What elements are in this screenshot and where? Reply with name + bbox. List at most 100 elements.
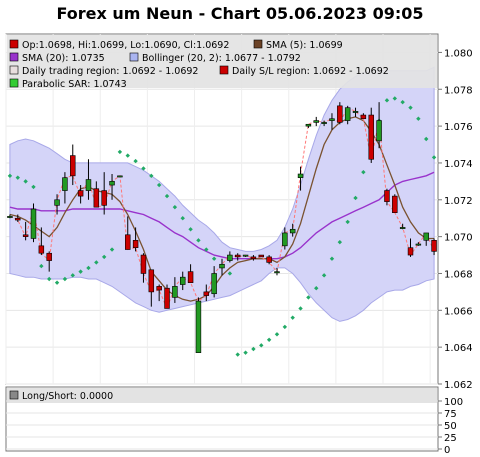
candle-bear (70, 155, 76, 177)
candle-bear (337, 105, 343, 123)
psar-point (361, 169, 366, 175)
legend-swatch (129, 52, 139, 62)
psar-point (337, 239, 343, 245)
psar-point (94, 260, 99, 265)
psar-point (392, 96, 397, 101)
legend-swatch (9, 390, 19, 400)
candle-bull (305, 123, 312, 127)
candles (7, 102, 437, 353)
bollinger-band-area (9, 66, 435, 322)
indicator-tick-label: 0 (444, 445, 450, 456)
candle-bear (368, 114, 374, 160)
candle-bear (234, 254, 241, 258)
psar-point (321, 273, 327, 278)
psar-point (109, 247, 115, 252)
candle-bull (211, 273, 217, 295)
psar-point (78, 269, 83, 274)
psar-point (133, 158, 138, 164)
psar-point (149, 173, 154, 179)
psar-point (7, 173, 13, 179)
psar-point (431, 155, 437, 160)
legend-swatch (9, 52, 19, 62)
candle-bull (313, 120, 319, 123)
candle-bear (156, 286, 162, 291)
legend-swatch (253, 39, 263, 49)
candle-bull (195, 300, 202, 353)
indicator-legend-background (7, 388, 437, 403)
psar-point (172, 204, 178, 210)
candle-bear (203, 291, 210, 296)
candle-bear (392, 195, 398, 213)
psar-point (47, 276, 52, 282)
psar-point (62, 276, 68, 282)
legend-swatch (9, 65, 19, 75)
psar-point (101, 254, 107, 260)
psar-point (141, 166, 146, 171)
candle-bear (15, 217, 21, 221)
indicator-legend: Long/Short: 0.0000 (7, 388, 437, 403)
psar-point (408, 105, 413, 110)
candle-bull (54, 199, 60, 206)
candle-bear (164, 287, 170, 309)
candle-bull (289, 228, 296, 234)
psar-point (243, 350, 248, 355)
candle-bull (219, 263, 225, 269)
candle-bull (242, 254, 249, 257)
candle-bull (399, 227, 406, 229)
y-tick-label: 1.066 (444, 306, 473, 317)
legend-label: SMA (20): 1.0735 (22, 53, 105, 64)
indicator-tick-label: 50 (444, 421, 457, 432)
y-tick-label: 1.076 (444, 122, 473, 133)
candle-bear (148, 269, 155, 293)
psar-point (353, 195, 358, 201)
price-legend: Op:1.0698, Hi:1.0699, Lo:1.0690, Cl:1.06… (7, 35, 437, 90)
candle-bear (93, 188, 100, 208)
psar-point (227, 271, 233, 276)
legend-label: Daily S/L region: 1.0692 - 1.0692 (232, 66, 389, 77)
legend-swatch (9, 39, 19, 49)
candle-bear (132, 240, 139, 248)
candle-bull (30, 208, 37, 239)
legend-label: Op:1.0698, Hi:1.0699, Lo:1.0690, Cl:1.06… (22, 40, 229, 51)
y-tick-label: 1.080 (444, 48, 473, 59)
legend-swatch (9, 78, 19, 88)
psar-point (23, 179, 28, 184)
psar-point (266, 337, 272, 342)
psar-point (384, 98, 390, 103)
psar-point (314, 286, 319, 291)
psar-point (117, 149, 123, 155)
psar-point (31, 184, 36, 190)
psar-point (345, 219, 350, 225)
candle-bear (77, 190, 84, 197)
candle-bull (109, 181, 115, 186)
psar-point (306, 295, 311, 300)
psar-point (156, 182, 162, 188)
candle-bear (140, 254, 147, 274)
indicator-tick-label: 25 (444, 433, 457, 444)
candle-bull (179, 276, 186, 285)
candle-bear (46, 252, 52, 261)
psar-point (196, 238, 201, 243)
candle-bear (38, 245, 45, 254)
psar-point (274, 332, 280, 337)
candle-bull (172, 286, 178, 298)
candle-bull (423, 232, 429, 241)
psar-point (400, 99, 405, 105)
candle-bear (431, 240, 437, 252)
y-tick-label: 1.064 (444, 343, 473, 354)
price-axis: 1.062 1.064 1.066 1.068 1.070 1.072 1.074 1.076… (438, 48, 473, 391)
y-tick-label: 1.072 (444, 196, 473, 207)
candle-bull (415, 243, 422, 246)
candle-bear (258, 254, 265, 258)
psar-point (39, 263, 44, 269)
legend-label: Daily trading region: 1.0692 - 1.0692 (22, 66, 198, 77)
legend-label: SMA (5): 1.0699 (266, 40, 343, 51)
candle-bull (62, 177, 68, 191)
candle-bull (352, 111, 359, 113)
psar-point (282, 324, 288, 330)
bollinger-band (9, 66, 435, 322)
indicator-tick-label: 75 (444, 409, 457, 420)
indicator-title: Long/Short: 0.0000 (22, 391, 113, 402)
